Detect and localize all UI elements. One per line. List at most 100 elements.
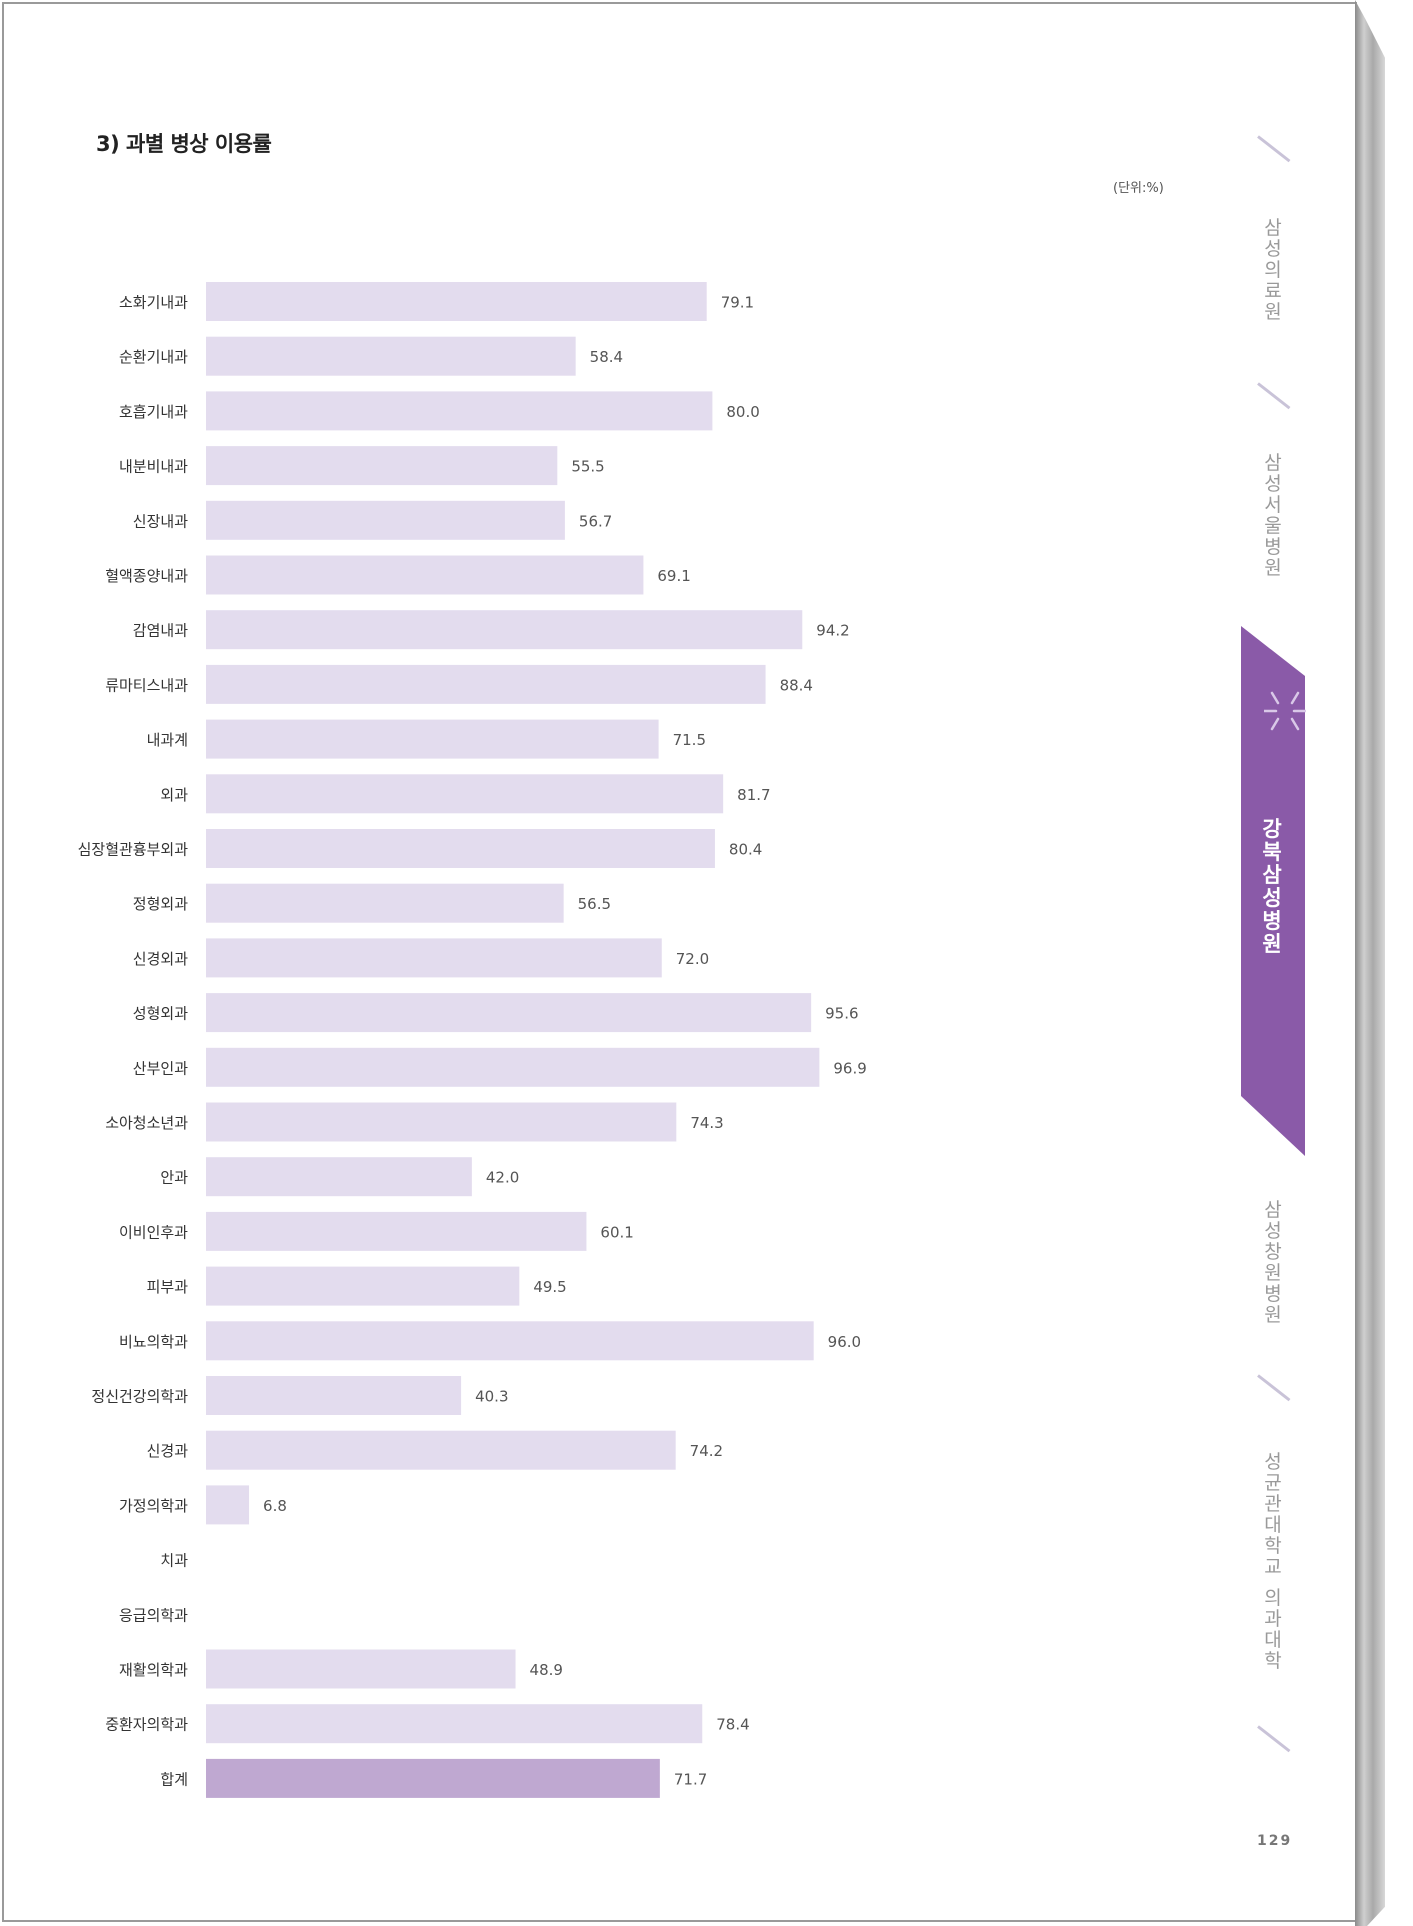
bar — [206, 1102, 677, 1142]
bar — [206, 1485, 250, 1525]
side-nav-char: 울 — [1264, 515, 1282, 537]
value-label: 72.0 — [676, 950, 709, 968]
category-label: 안과 — [160, 1169, 188, 1187]
value-label: 55.5 — [571, 458, 604, 476]
value-label: 80.0 — [726, 403, 759, 421]
side-nav-char: 삼 — [1264, 452, 1282, 474]
side-nav-char: 학 — [1264, 1535, 1282, 1557]
bar — [206, 610, 803, 650]
value-label: 49.5 — [533, 1278, 566, 1296]
side-nav-char: 성 — [1264, 238, 1282, 260]
bar — [206, 500, 565, 540]
value-label: 88.4 — [780, 676, 813, 694]
category-label: 혈액종양내과 — [105, 567, 188, 585]
category-label: 비뇨의학과 — [119, 1333, 188, 1351]
side-nav-char: 서 — [1264, 494, 1282, 516]
section-title: 3) 과별 병상 이용률 — [96, 132, 272, 156]
side-nav-char: 창 — [1264, 1241, 1282, 1263]
side-nav-char: 원 — [1264, 301, 1282, 323]
side-nav-char: 성 — [1264, 473, 1282, 495]
category-label: 재활의학과 — [119, 1661, 188, 1679]
bar — [206, 829, 715, 868]
page-number: 129 — [1257, 1833, 1293, 1849]
side-nav-char: 의 — [1264, 259, 1282, 281]
side-nav-char: 강 — [1262, 817, 1282, 841]
value-label: 60.1 — [600, 1223, 633, 1241]
bar — [206, 1321, 814, 1361]
bar — [206, 1704, 703, 1744]
bar — [206, 883, 564, 923]
bar — [206, 774, 724, 814]
category-label: 신장내과 — [133, 512, 188, 530]
bar — [206, 282, 707, 321]
active-tab-background — [1241, 626, 1305, 1156]
side-nav-char: 원 — [1262, 932, 1282, 956]
bar — [206, 446, 558, 486]
side-nav-char: 성 — [1264, 1220, 1282, 1242]
value-label: 78.4 — [716, 1716, 749, 1734]
value-label: 71.7 — [674, 1770, 707, 1788]
side-nav-char: 관 — [1264, 1493, 1282, 1515]
bar — [206, 1376, 462, 1415]
side-nav-char: 성 — [1264, 1451, 1282, 1473]
category-label: 치과 — [160, 1552, 188, 1570]
category-label: 내과계 — [147, 731, 188, 749]
unit-label: (단위:%) — [1113, 181, 1164, 196]
bar — [206, 1047, 820, 1087]
side-nav-char: 학 — [1264, 1650, 1282, 1672]
side-nav-char: 교 — [1264, 1556, 1282, 1578]
side-nav-char: 과 — [1264, 1608, 1282, 1630]
side-nav-char: 료 — [1264, 280, 1282, 302]
category-label: 순환기내과 — [119, 348, 188, 366]
value-label: 96.9 — [833, 1059, 866, 1077]
category-label: 소화기내과 — [119, 294, 188, 312]
value-label: 69.1 — [657, 567, 690, 585]
category-label: 성형외과 — [133, 1005, 188, 1023]
category-label: 호흡기내과 — [119, 403, 188, 421]
category-label: 피부과 — [147, 1278, 189, 1296]
category-label: 감염내과 — [133, 622, 188, 640]
value-label: 6.8 — [263, 1497, 287, 1515]
category-label: 응급의학과 — [119, 1606, 188, 1624]
side-nav-char: 원 — [1264, 1262, 1282, 1284]
bar — [206, 1157, 472, 1197]
side-nav-char: 삼 — [1264, 217, 1282, 239]
side-nav-samsung-seoul-hospital[interactable]: 삼성서울병원삼성서울병원 — [1257, 453, 1289, 579]
value-label: 96.0 — [828, 1333, 861, 1351]
category-label: 정신건강의학과 — [91, 1388, 188, 1406]
bar — [206, 391, 713, 431]
side-nav-samsung-changwon-hospital[interactable]: 삼성창원병원삼성창원병원 — [1257, 1200, 1289, 1326]
side-nav-samsung-medical-center[interactable]: 삼성의료원삼성의료원 — [1257, 218, 1289, 323]
side-nav-char: 병 — [1264, 536, 1282, 558]
value-label: 42.0 — [486, 1169, 519, 1187]
category-label: 이비인후과 — [119, 1223, 188, 1241]
side-nav-char: 북 — [1262, 840, 1282, 864]
value-label: 94.2 — [816, 622, 849, 640]
category-label: 가정의학과 — [119, 1497, 188, 1515]
value-label: 56.7 — [579, 512, 612, 530]
bar-chart: 소화기내과 79.1 순환기내과 58.4 호흡기내과 80.0 내분비내과 55.5 신장내과… — [78, 282, 867, 1798]
bar — [206, 719, 659, 759]
bar — [206, 1649, 516, 1689]
side-nav-char: 병 — [1262, 909, 1282, 933]
side-nav-char: 원 — [1264, 1304, 1282, 1326]
category-label: 정형외과 — [133, 895, 188, 913]
category-label: 외과 — [160, 786, 188, 804]
value-label: 81.7 — [737, 786, 770, 804]
side-nav-char: 삼 — [1262, 863, 1282, 887]
side-nav-kangbuk-samsung-hospital[interactable]: 강북삼성병원강북삼성병원 — [1256, 818, 1288, 956]
total-bar — [206, 1758, 660, 1798]
value-label: 74.3 — [690, 1114, 723, 1132]
side-nav-char: 대 — [1264, 1514, 1282, 1536]
side-nav-char: 원 — [1264, 557, 1282, 579]
value-label: 95.6 — [825, 1005, 858, 1023]
side-nav-char: 균 — [1264, 1472, 1282, 1494]
side-nav-char: 의 — [1264, 1587, 1282, 1609]
bar — [206, 555, 644, 595]
value-label: 74.2 — [690, 1442, 723, 1460]
category-label: 신경과 — [147, 1442, 189, 1460]
category-label: 류마티스내과 — [105, 676, 188, 694]
bar — [206, 664, 766, 704]
category-label: 신경외과 — [133, 950, 188, 968]
